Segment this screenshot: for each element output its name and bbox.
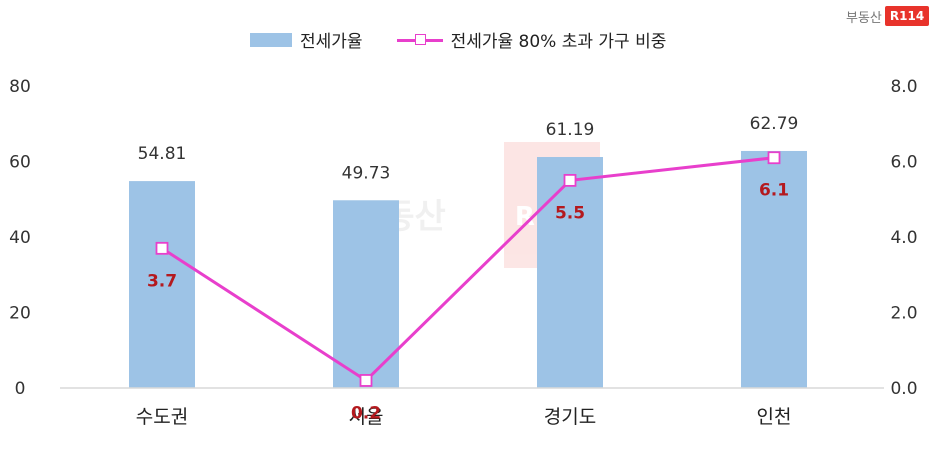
line-value-label: 3.7 xyxy=(147,271,177,291)
left-tick-label: 80 xyxy=(9,77,31,97)
category-label: 경기도 xyxy=(544,406,596,428)
bar-value-label: 61.19 xyxy=(546,120,595,140)
chart-legend: 전세가율 전세가율 80% 초과 가구 비중 xyxy=(250,27,700,52)
right-tick-label: 6.0 xyxy=(890,153,917,173)
line-marker-2 xyxy=(563,173,577,187)
bar-value-label: 54.81 xyxy=(138,144,187,164)
category-label: 인천 xyxy=(757,406,792,428)
data-labels: 54.81 49.73 61.19 62.79 3.7 0.2 5.5 6.1 xyxy=(138,114,799,423)
axes: 0 20 40 60 80 0.0 2.0 4.0 6.0 8.0 수도권 서울 경기도 인천 xyxy=(9,77,917,428)
line-value-label: 0.2 xyxy=(351,403,381,423)
legend-item-line: 전세가율 80% 초과 가구 비중 xyxy=(396,27,667,52)
left-tick-label: 40 xyxy=(9,228,31,248)
line-value-label: 5.5 xyxy=(555,203,585,223)
bar-3 xyxy=(741,150,807,388)
line-marker-1 xyxy=(359,374,373,387)
line-marker-3 xyxy=(767,151,781,165)
right-tick-label: 2.0 xyxy=(890,304,917,324)
legend-line-swatch xyxy=(396,33,443,47)
logo-text: 부동산 xyxy=(846,10,882,26)
line-path xyxy=(161,156,775,383)
legend-bar-label: 전세가율 xyxy=(300,32,363,52)
bar-series xyxy=(129,150,807,388)
right-tick-label: 0.0 xyxy=(890,379,917,399)
line-series xyxy=(155,151,781,387)
category-label: 서울 xyxy=(349,406,384,428)
legend-item-bar: 전세가율 xyxy=(250,27,363,52)
bar-0 xyxy=(129,181,195,388)
left-tick-label: 0 xyxy=(15,379,26,399)
bar-value-label: 49.73 xyxy=(342,163,391,183)
category-label: 수도권 xyxy=(136,406,188,428)
legend-bar-swatch xyxy=(250,32,292,47)
legend-line-label: 전세가율 80% 초과 가구 비중 xyxy=(450,32,667,52)
left-tick-label: 20 xyxy=(9,304,31,324)
line-value-label: 6.1 xyxy=(759,181,789,201)
right-tick-label: 8.0 xyxy=(890,77,917,97)
bar-value-label: 62.79 xyxy=(750,114,799,134)
bar-2 xyxy=(537,157,603,388)
bar-1 xyxy=(333,200,399,388)
left-tick-label: 60 xyxy=(9,153,31,173)
brand-logo: 부동산 R114 xyxy=(846,6,930,26)
right-tick-label: 4.0 xyxy=(890,228,917,248)
line-marker-0 xyxy=(155,241,169,255)
logo-badge: R114 xyxy=(884,6,930,26)
